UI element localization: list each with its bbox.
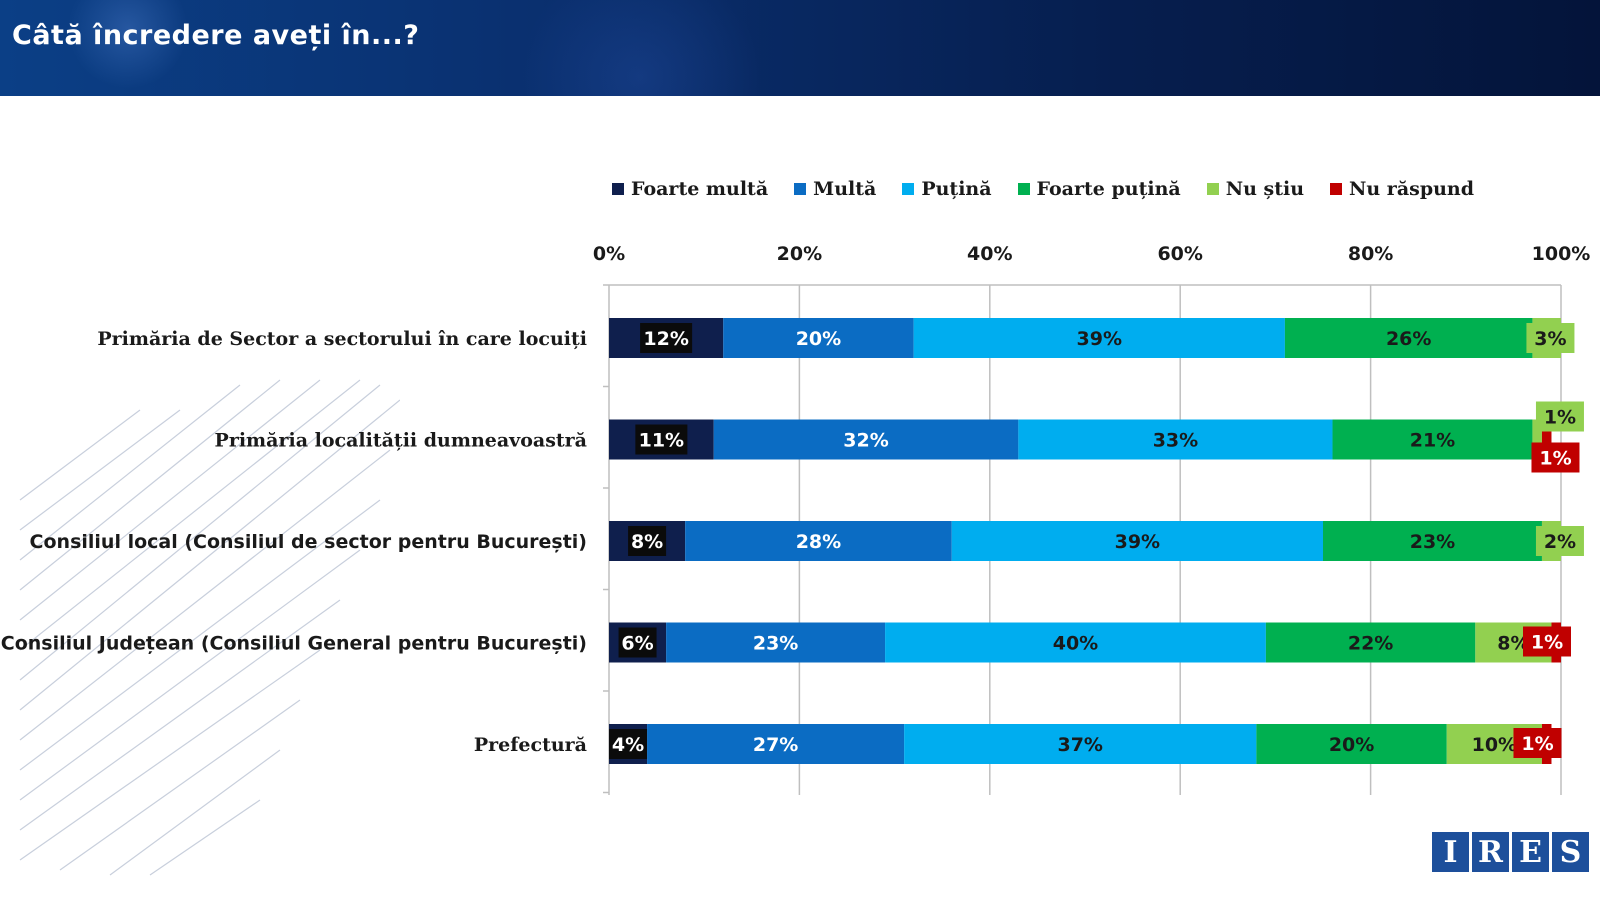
category-label-1: Primăria de Sector a sectorului în care … <box>97 328 587 350</box>
bar-putina-row-4 <box>885 622 1266 663</box>
legend-swatch-nu-raspund <box>1330 183 1343 195</box>
data-label-multa-row-1: 20% <box>796 328 841 350</box>
header-banner: Câtă încredere aveți în...? <box>0 0 1600 96</box>
legend-item-nu-stiu: Nu știu <box>1206 178 1305 200</box>
legend-label-foarte-multa: Foarte multă <box>631 178 769 200</box>
data-label-nu-stiu-row-3: 2% <box>1544 531 1576 553</box>
data-label-putina-row-5: 37% <box>1057 734 1102 756</box>
data-label-foarte-putina-row-4: 22% <box>1348 633 1393 655</box>
data-label-nu-raspund-row-4: 1% <box>1531 632 1563 654</box>
data-label-multa-row-2: 32% <box>843 430 888 452</box>
data-label-box <box>1535 526 1584 556</box>
bar-foarte-putina-row-3 <box>1323 521 1542 561</box>
ires-logo: I R E S <box>1432 832 1589 872</box>
data-label-foarte-multa-row-2: 11% <box>639 430 684 452</box>
data-label-foarte-putina-row-5: 20% <box>1329 734 1374 756</box>
data-label-nu-stiu-row-1: 3% <box>1534 328 1566 350</box>
data-label-box <box>618 627 657 658</box>
data-label-putina-row-4: 40% <box>1053 633 1098 655</box>
legend-item-foarte-multa: Foarte multă <box>612 178 768 200</box>
x-tick-label: 0% <box>593 243 625 265</box>
legend-swatch-multa <box>794 183 807 195</box>
data-label-box <box>1526 323 1575 353</box>
x-tick-label: 100% <box>1532 243 1591 265</box>
data-label-foarte-putina-row-1: 26% <box>1386 328 1431 350</box>
data-label-box <box>640 323 693 353</box>
data-label-multa-row-5: 27% <box>753 734 798 756</box>
legend-label-multa: Multă <box>813 178 877 200</box>
page-title: Câtă încredere aveți în...? <box>12 20 420 51</box>
chart-legend: Foarte multă Multă Puțină Foarte puțină … <box>612 176 1474 202</box>
logo-letter-s: S <box>1552 832 1589 872</box>
legend-label-nu-raspund: Nu răspund <box>1349 178 1475 200</box>
legend-swatch-nu-stiu <box>1206 183 1219 195</box>
logo-letter-r: R <box>1472 832 1509 872</box>
data-label-foarte-multa-row-5: 4% <box>612 734 644 756</box>
data-label-box <box>635 424 688 455</box>
data-label-box <box>1523 626 1571 657</box>
bar-foarte-putina-row-4 <box>1265 622 1476 663</box>
bar-foarte-putina-row-2 <box>1332 419 1533 460</box>
bar-putina-row-3 <box>951 521 1323 561</box>
data-label-foarte-multa-row-4: 6% <box>621 633 653 655</box>
data-label-putina-row-3: 39% <box>1115 531 1160 553</box>
data-label-foarte-putina-row-2: 21% <box>1410 430 1455 452</box>
legend-label-nu-stiu: Nu știu <box>1225 178 1305 200</box>
bar-foarte-putina-row-1 <box>1284 318 1533 358</box>
legend-label-foarte-putina: Foarte puțină <box>1036 178 1181 200</box>
bar-multa-row-3 <box>685 521 952 561</box>
legend-item-foarte-putina: Foarte puțină <box>1017 178 1181 200</box>
bar-foarte-putina-row-5 <box>1256 724 1447 764</box>
data-label-nu-raspund-row-2: 1% <box>1539 448 1571 470</box>
x-tick-label: 40% <box>967 243 1012 265</box>
data-label-multa-row-4: 23% <box>753 633 798 655</box>
category-label-2: Primăria localității dumneavoastră <box>215 430 587 452</box>
data-label-box <box>1531 442 1580 473</box>
x-tick-label: 60% <box>1157 243 1202 265</box>
data-label-foarte-multa-row-3: 8% <box>631 531 663 553</box>
data-label-nu-stiu-row-5: 10% <box>1472 734 1517 756</box>
bar-nu-raspund-row-2 <box>1541 419 1552 460</box>
logo-letter-i: I <box>1432 832 1469 872</box>
category-label-3: Consiliul local (Consiliul de sector pen… <box>30 531 587 553</box>
logo-letter-e: E <box>1512 832 1549 872</box>
bar-multa-row-2 <box>713 419 1019 460</box>
decorative-stripes <box>19 379 400 876</box>
data-label-foarte-multa-row-1: 12% <box>643 328 688 350</box>
legend-item-multa: Multă <box>794 178 876 200</box>
bar-multa-row-5 <box>647 724 905 764</box>
x-tick-label: 20% <box>777 243 822 265</box>
data-label-putina-row-1: 39% <box>1077 328 1122 350</box>
bar-multa-row-4 <box>666 622 886 663</box>
data-label-box <box>628 526 667 556</box>
bar-putina-row-5 <box>904 724 1257 764</box>
data-label-multa-row-3: 28% <box>796 531 841 553</box>
bar-nu-stiu-row-2 <box>1532 419 1542 460</box>
legend-swatch-foarte-multa <box>612 183 624 195</box>
data-label-box <box>1535 401 1584 432</box>
legend-item-putina: Puțină <box>902 178 992 200</box>
category-label-5: Prefectură <box>474 734 587 756</box>
data-label-nu-stiu-row-2: 1% <box>1544 407 1576 429</box>
bar-putina-row-2 <box>1018 419 1333 460</box>
data-label-box <box>609 729 648 759</box>
x-tick-label: 80% <box>1348 243 1393 265</box>
data-label-putina-row-2: 33% <box>1153 430 1198 452</box>
category-label-4: Consiliul Județean (Consiliul General pe… <box>1 633 587 655</box>
data-label-nu-raspund-row-5: 1% <box>1521 733 1553 755</box>
data-label-foarte-putina-row-3: 23% <box>1410 531 1455 553</box>
data-label-box <box>1513 728 1562 758</box>
legend-swatch-putina <box>902 183 915 195</box>
legend-swatch-foarte-putina <box>1017 183 1030 195</box>
data-label-nu-stiu-row-4: 8% <box>1497 633 1529 655</box>
bar-putina-row-1 <box>913 318 1285 358</box>
legend-item-nu-raspund: Nu răspund <box>1330 178 1474 200</box>
legend-label-putina: Puțină <box>921 178 992 200</box>
bar-multa-row-1 <box>723 318 914 358</box>
